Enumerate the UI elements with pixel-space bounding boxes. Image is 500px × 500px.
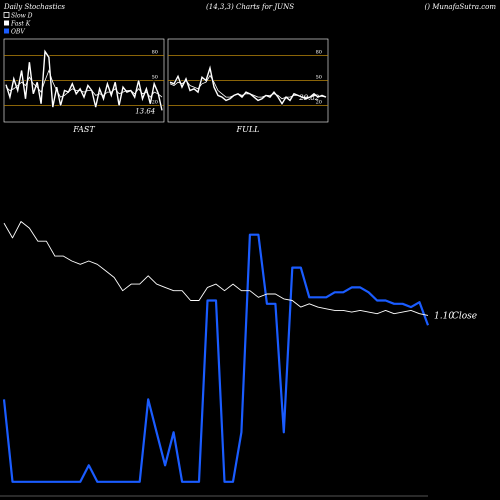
legend-item-fast-k: Fast K (4, 20, 31, 28)
close-price-line (3, 221, 429, 316)
full-ytick-label: 80 (316, 50, 322, 56)
legend: Slow D Fast K OBV (3, 12, 33, 36)
legend-label-slow-d: Slow D (11, 13, 33, 20)
legend-item-obv: OBV (4, 28, 25, 36)
full-panel-title: FULL (236, 125, 260, 134)
header-left: Daily Stochastics (3, 3, 65, 11)
full-slow-d-line (169, 74, 327, 100)
fast-slow-d-line (5, 69, 163, 98)
full-ytick-label: 20 (316, 99, 322, 105)
fast-ytick-label: 20 (152, 99, 158, 105)
full-last-value: 29.82 (298, 94, 320, 102)
legend-label-obv: OBV (11, 29, 25, 36)
fast-panel-title: FAST (72, 125, 95, 134)
close-last-value: 1.10 (434, 311, 454, 321)
legend-label-fast-k: Fast K (10, 21, 31, 28)
legend-item-slow-d: Slow D (3, 12, 33, 20)
header-center: (14,3,3) Charts for JUNS (206, 3, 294, 11)
obv-line (2, 233, 430, 483)
legend-swatch-obv (4, 28, 9, 34)
fast-last-value: 13.64 (135, 107, 155, 115)
full-panel: 20 50 80 29.82 FULL (167, 38, 329, 134)
legend-swatch-fast-k (4, 20, 9, 26)
header-right: () MunafaSutra.com (425, 3, 497, 11)
fast-ytick-label: 80 (152, 50, 158, 56)
close-last-value-suffix: Close (452, 311, 477, 321)
fast-panel: 20 50 80 13.64 FAST (3, 38, 165, 134)
full-ytick-label: 50 (316, 75, 322, 81)
fast-ytick-label: 50 (152, 75, 158, 81)
legend-swatch-slow-d (3, 12, 10, 18)
